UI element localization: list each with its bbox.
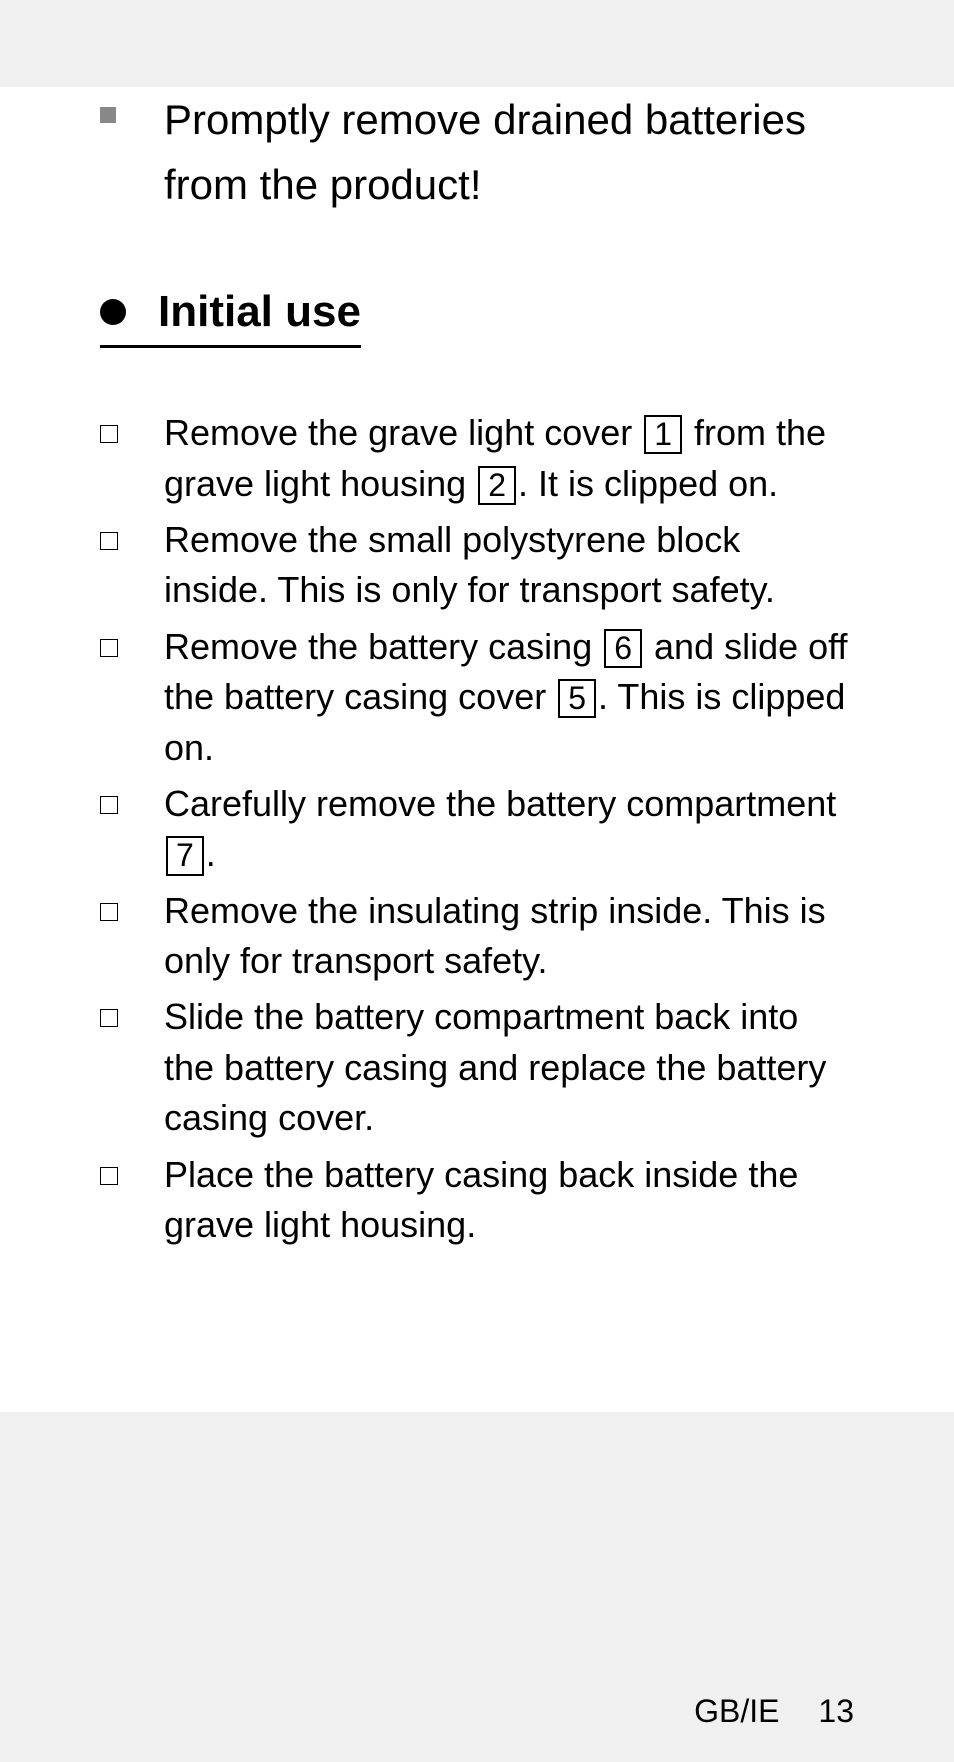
- heading-text: Initial use: [158, 287, 361, 337]
- step-text: Remove the battery casing 6 and slide of…: [164, 622, 854, 773]
- checklist-item: Place the battery casing back inside the…: [100, 1150, 854, 1251]
- checklist-item: Remove the small polystyrene block insid…: [100, 515, 854, 616]
- reference-number-box: 6: [604, 629, 642, 668]
- section-heading: Initial use: [100, 287, 361, 348]
- step-text: Remove the small polystyrene block insid…: [164, 515, 854, 616]
- checkbox-icon: [100, 796, 118, 814]
- checkbox-icon: [100, 1009, 118, 1027]
- footer-region: GB/IE: [694, 1693, 779, 1729]
- reference-number-box: 2: [478, 466, 516, 505]
- checklist-item: Remove the battery casing 6 and slide of…: [100, 622, 854, 773]
- reference-number-box: 1: [644, 415, 682, 454]
- heading-bullet-icon: [100, 299, 126, 325]
- checkbox-icon: [100, 532, 118, 550]
- checkbox-icon: [100, 1167, 118, 1185]
- step-text: Carefully remove the battery com­partmen…: [164, 779, 854, 880]
- checklist-item: Remove the insulating strip inside. This…: [100, 886, 854, 987]
- checkbox-icon: [100, 425, 118, 443]
- step-text: Remove the grave light cover 1 from the …: [164, 408, 854, 509]
- step-text: Remove the insulating strip inside. This…: [164, 886, 854, 987]
- steps-list: Remove the grave light cover 1 from the …: [100, 408, 854, 1250]
- checkbox-icon: [100, 903, 118, 921]
- checklist-item: Remove the grave light cover 1 from the …: [100, 408, 854, 509]
- page-footer: GB/IE 13: [694, 1693, 854, 1730]
- warning-text: Promptly remove drained batteries from t…: [164, 87, 854, 217]
- checklist-item: Slide the battery compartment back into …: [100, 992, 854, 1143]
- reference-number-box: 5: [558, 679, 596, 718]
- step-text: Place the battery casing back inside the…: [164, 1150, 854, 1251]
- page-content: Promptly remove drained batteries from t…: [0, 87, 954, 1412]
- warning-item: Promptly remove drained batteries from t…: [100, 87, 854, 217]
- square-bullet-icon: [100, 107, 116, 123]
- checkbox-icon: [100, 639, 118, 657]
- step-text: Slide the battery compartment back into …: [164, 992, 854, 1143]
- footer-page-number: 13: [818, 1693, 854, 1729]
- reference-number-box: 7: [166, 836, 204, 875]
- checklist-item: Carefully remove the battery com­partmen…: [100, 779, 854, 880]
